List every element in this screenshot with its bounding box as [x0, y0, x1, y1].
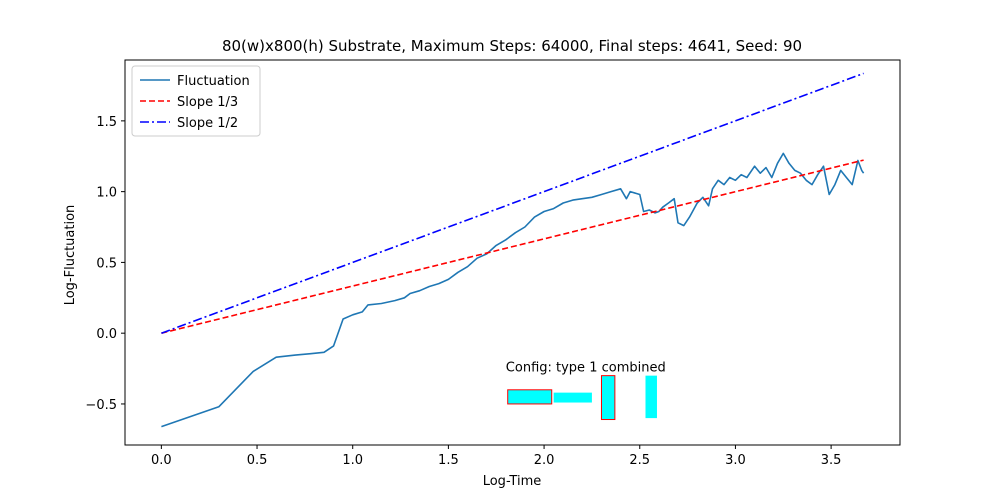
- series-line-fluctuation: [161, 152, 865, 428]
- x-tick-label: 1.0: [342, 453, 363, 468]
- legend-label: Slope 1/2: [177, 116, 238, 131]
- x-tick-label: 0.5: [247, 453, 268, 468]
- y-tick-label: 1.0: [96, 186, 117, 201]
- axis-ticks: 0.0 0.5 1.0 1.5 2.0 2.5 3.0 3.5 −0.5 0.0 0.5 1.0 1.5: [85, 115, 841, 468]
- series-line-slope-1-3: [161, 159, 864, 334]
- y-tick-label: 0.5: [96, 256, 117, 271]
- x-tick-label: 3.0: [725, 453, 746, 468]
- legend-label: Slope 1/3: [177, 95, 238, 110]
- x-tick-label: 2.0: [534, 453, 555, 468]
- config-block-2: [553, 392, 592, 403]
- y-tick-label: 1.5: [96, 115, 117, 130]
- chart-title: 80(w)x800(h) Substrate, Maximum Steps: 6…: [222, 37, 802, 55]
- config-annotation: Config: type 1 combined: [506, 360, 666, 375]
- y-tick-label: 0.0: [96, 327, 117, 342]
- legend-label: Fluctuation: [177, 74, 250, 89]
- legend: Fluctuation Slope 1/3 Slope 1/2: [131, 65, 261, 137]
- plot-area: Config: type 1 combined: [124, 59, 901, 446]
- legend-box: [131, 65, 261, 137]
- config-block-1: [507, 389, 553, 405]
- config-block-4: [645, 375, 657, 419]
- x-tick-label: 1.5: [438, 453, 459, 468]
- x-tick-label: 2.5: [629, 453, 650, 468]
- y-axis-label: Log-Fluctuation: [63, 205, 78, 306]
- x-tick-label: 3.5: [821, 453, 842, 468]
- series-group: [161, 72, 865, 428]
- x-tick-label: 0.0: [151, 453, 172, 468]
- config-block-3: [600, 375, 616, 421]
- y-tick-label: −0.5: [85, 398, 117, 413]
- series-line-slope-1-2: [161, 72, 864, 334]
- axes-frame: [124, 59, 901, 446]
- x-axis-label: Log-Time: [483, 474, 542, 489]
